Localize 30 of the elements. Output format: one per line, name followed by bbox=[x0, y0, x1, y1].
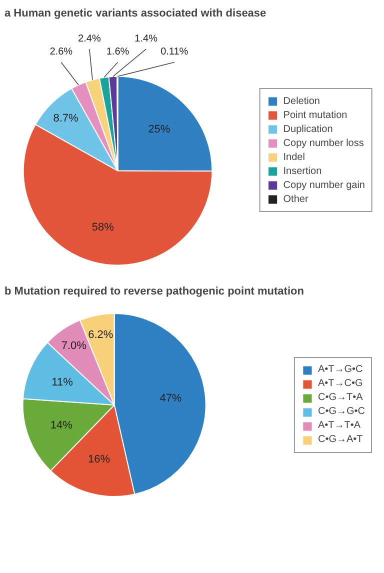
chart-title: b Mutation required to reverse pathogenic point mutation bbox=[4, 286, 304, 298]
legend-label: Point mutation bbox=[283, 109, 348, 121]
legend-label: C•G→T•A bbox=[318, 392, 363, 404]
data-label: 1.4% bbox=[134, 33, 158, 44]
data-label: 2.4% bbox=[78, 33, 101, 44]
data-label: 0.11% bbox=[160, 46, 188, 58]
legend-label: Other bbox=[283, 193, 308, 205]
data-label: 25% bbox=[148, 123, 170, 136]
legend-label: Deletion bbox=[283, 95, 320, 107]
data-label: 11% bbox=[52, 376, 74, 388]
legend-label: C•G→G•C bbox=[318, 406, 365, 418]
legend-label: A•T→T•A bbox=[318, 420, 361, 432]
data-label: 14% bbox=[50, 419, 73, 432]
data-label: 16% bbox=[88, 454, 110, 466]
data-label: 58% bbox=[92, 221, 114, 234]
legend-label: Indel bbox=[283, 151, 305, 163]
legend-label: Insertion bbox=[283, 165, 322, 177]
chart-title: a Human genetic variants associated with disease bbox=[4, 8, 266, 20]
legend-label: Copy number gain bbox=[283, 179, 365, 191]
data-label: 8.7% bbox=[53, 112, 79, 125]
data-label: 47% bbox=[160, 392, 182, 405]
legend-label: A•T→G•C bbox=[318, 364, 363, 376]
legend-label: A•T→C•G bbox=[318, 378, 363, 390]
legend-label: Copy number loss bbox=[283, 137, 364, 149]
data-label: 2.6% bbox=[50, 46, 73, 58]
data-label: 1.6% bbox=[106, 46, 130, 58]
data-label: 6.2% bbox=[88, 328, 114, 341]
legend-label: Duplication bbox=[283, 123, 333, 135]
data-label: 7.0% bbox=[61, 340, 87, 352]
legend-label: C•G→A•T bbox=[318, 434, 363, 446]
